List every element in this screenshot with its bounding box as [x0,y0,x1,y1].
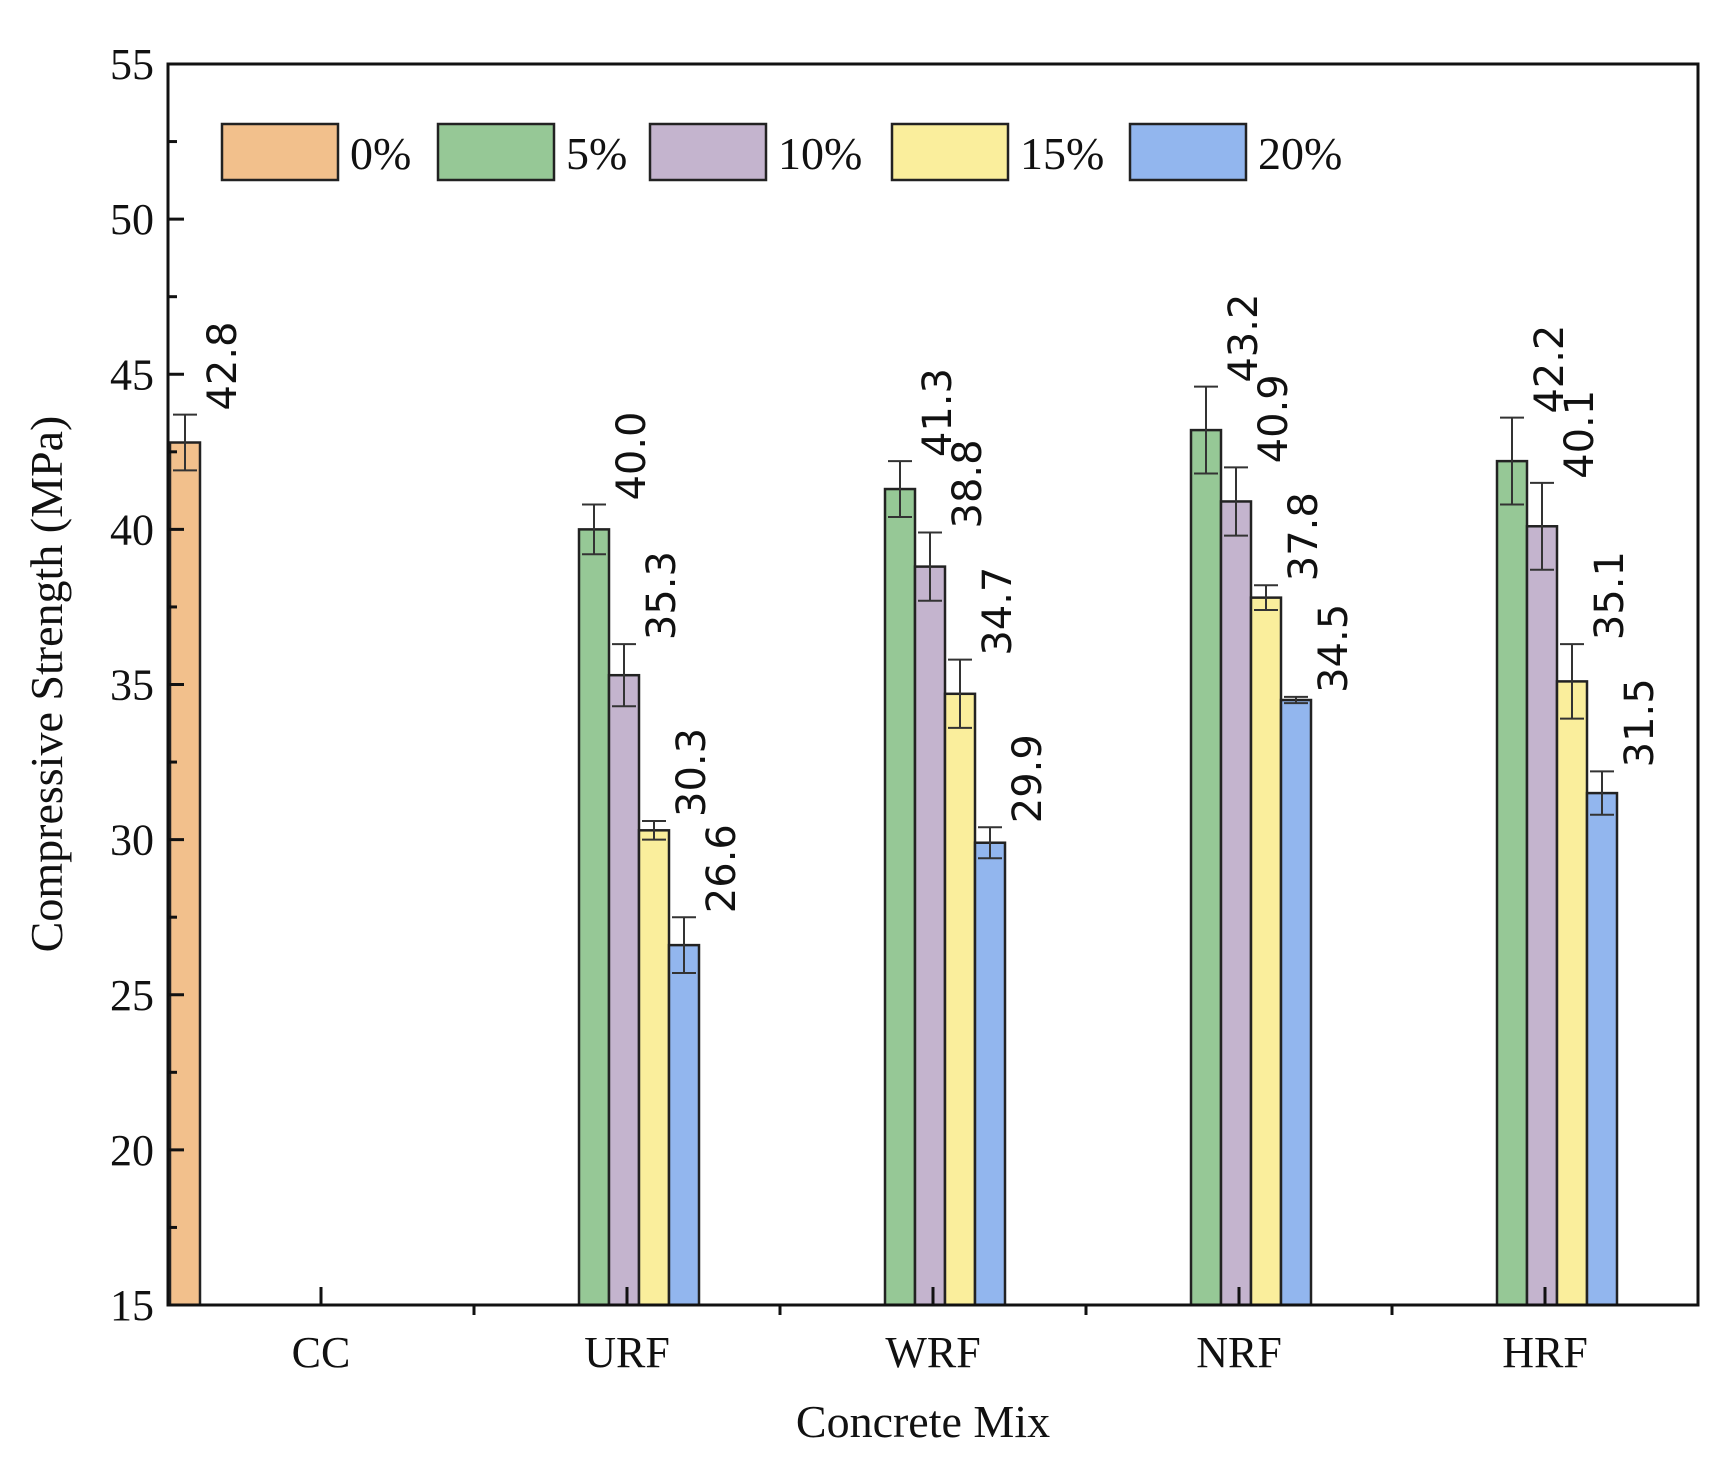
legend-swatch-10pct [648,122,768,182]
legend-swatch-20pct [1128,122,1248,182]
y-tick-label: 30 [110,816,154,865]
bar-15pct-nrf [1249,596,1283,1307]
bar-10pct-wrf [913,565,947,1307]
bar-15pct-wrf [943,692,977,1307]
data-label: 38.8 [945,439,991,528]
x-tick-label: NRF [1196,1328,1282,1377]
y-axis-title: Compressive Strength (MPa) [21,416,72,953]
bar-0pct-cc [168,441,202,1307]
data-label: 42.8 [200,322,246,411]
bar-15pct-urf [637,829,671,1307]
y-tick-label: 55 [110,40,154,89]
x-axis-title: Concrete Mix [796,1396,1050,1447]
bar-15pct-hrf [1555,680,1589,1307]
data-label: 29.9 [1005,734,1051,823]
y-tick-label: 20 [110,1126,154,1175]
data-label: 37.8 [1281,492,1327,581]
bar-5pct-nrf [1189,428,1223,1307]
bar-10pct-nrf [1219,500,1253,1307]
bar-5pct-urf [577,528,611,1307]
data-label: 40.0 [609,411,655,500]
legend-label: 10% [778,128,862,179]
data-label: 40.1 [1557,390,1603,479]
legend-label: 20% [1258,128,1342,179]
data-label: 34.5 [1311,604,1357,693]
data-label: 40.9 [1251,374,1297,463]
y-tick-label: 50 [110,195,154,244]
y-tick-label: 45 [110,350,154,399]
y-tick-label: 15 [110,1281,154,1330]
x-tick-label: URF [584,1328,670,1377]
legend-label: 15% [1020,128,1104,179]
bar-20pct-nrf [1279,698,1313,1307]
x-tick-label: HRF [1502,1328,1588,1377]
bar-10pct-hrf [1525,525,1559,1307]
y-tick-label: 25 [110,971,154,1020]
x-tick-label: CC [292,1328,351,1377]
data-label: 30.3 [669,728,715,817]
legend-swatch-15pct [890,122,1010,182]
data-label: 35.3 [639,551,685,640]
legend-label: 0% [350,128,411,179]
bar-20pct-hrf [1585,791,1619,1307]
legend-label: 5% [566,128,627,179]
bar-10pct-urf [607,673,641,1307]
data-label: 41.3 [915,368,961,457]
data-label: 43.2 [1221,294,1267,383]
bar-5pct-wrf [883,487,917,1307]
legend-swatch-0pct [220,122,340,182]
bar-5pct-hrf [1495,459,1529,1307]
data-label: 34.7 [975,567,1021,656]
y-tick-label: 35 [110,661,154,710]
data-label: 42.2 [1527,325,1573,414]
data-label: 26.6 [699,824,745,913]
bar-20pct-urf [667,943,701,1307]
bar-20pct-wrf [973,841,1007,1307]
x-tick-label: WRF [885,1328,980,1377]
data-label: 31.5 [1617,678,1663,767]
data-label: 35.1 [1587,551,1633,640]
legend-swatch-5pct [436,122,556,182]
y-tick-label: 40 [110,505,154,554]
